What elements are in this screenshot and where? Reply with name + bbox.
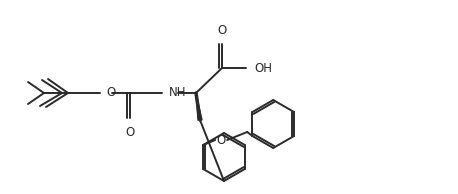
Text: O: O [218,24,227,37]
Text: O: O [217,133,226,146]
Text: OH: OH [254,61,272,74]
Text: O: O [106,87,115,100]
Polygon shape [196,93,202,120]
Text: O: O [125,126,135,139]
Text: NH: NH [169,87,186,100]
